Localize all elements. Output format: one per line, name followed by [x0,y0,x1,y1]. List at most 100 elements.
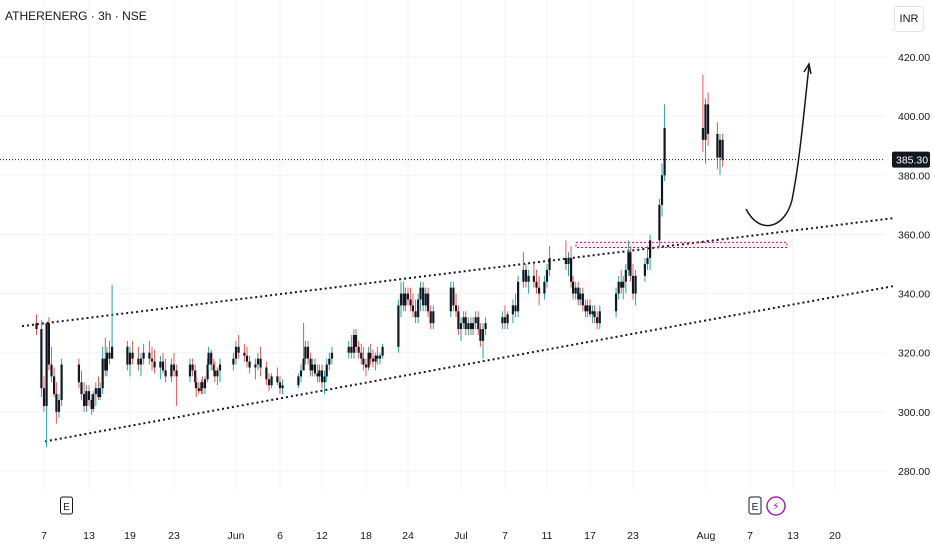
candle-body [170,364,173,377]
y-tick-label: 320.00 [898,348,930,360]
candle-body [429,311,432,324]
symbol-title: ATHERENERG · 3h · NSE [5,9,147,23]
candle-body [35,323,38,330]
x-tick-label: 24 [402,530,414,542]
candle-body [397,305,400,347]
projection-arrow[interactable] [745,65,810,227]
candle-body [399,293,403,306]
candle-body [85,391,88,406]
candle-body [55,394,58,412]
x-tick-label: 13 [787,530,799,542]
candle-body [254,364,257,368]
current-price-label: 385.30 [892,151,930,168]
candle-body [427,293,430,312]
candle-body [194,370,197,383]
lightning-label: ⚡ [772,501,780,513]
candle-body [545,269,549,282]
candle-body [47,323,50,365]
y-tick-label: 420.00 [898,52,930,64]
candle-body [278,382,282,389]
candle-body [707,104,710,134]
candle-body [474,317,477,324]
candle-body [574,287,577,294]
y-axis[interactable]: 280.00 300.00 320.00 340.00 360.00 380.00 400.… [898,52,930,478]
candle-body [276,376,279,383]
candle-body [484,323,487,330]
candle-body [159,361,162,368]
x-axis[interactable]: 7 13 19 23 Jun 6 12 18 24 Jul 7 11 17 23 Aug 7 13 20 [41,530,841,542]
y-tick-label: 400.00 [898,111,930,123]
candle-body [503,317,507,324]
candle-body [367,352,370,368]
candle-body [570,258,573,282]
candle-body [716,133,719,158]
candle-body [216,370,219,377]
candle-body [663,127,666,176]
candle-body [213,370,216,377]
current-price-text: 385.30 [896,155,928,167]
lower-trendline[interactable] [44,285,894,443]
earnings-icon[interactable]: E [60,496,73,515]
candle-body [87,391,91,401]
candle-body [304,346,307,359]
candle-body [206,364,209,380]
candle-body [267,379,271,386]
candle-body [620,281,623,288]
candle-body [50,364,53,377]
y-tick-label: 300.00 [898,407,930,419]
candle-body [452,287,455,306]
earnings-label: E [63,502,70,513]
candle-body [142,352,145,359]
candle-body [538,287,541,294]
candle-body [627,252,630,270]
candle-body [101,358,104,389]
candle-body [139,358,143,365]
candle-body [464,317,467,330]
candle-body [357,346,360,353]
candle-body [45,323,48,406]
candle-body [414,311,417,318]
candle-body [660,175,664,205]
candle-body [245,355,249,362]
candle-body [581,293,584,306]
candle-body [535,281,538,288]
candle-body [243,352,246,356]
candle-body [311,364,314,371]
candle-body [634,275,637,294]
candle-body [83,394,86,406]
candle-body [462,317,465,324]
candle-body [591,311,594,315]
candle-body [643,264,646,276]
candle-body [454,305,458,312]
arrow-head-icon [803,62,812,75]
candle-body [281,385,284,389]
candle-body [98,388,102,398]
event-markers[interactable]: E E ⚡ [60,496,786,516]
candles [35,74,724,448]
lightning-icon[interactable]: ⚡ [766,496,786,516]
candle-body [80,382,83,395]
breakout-zone[interactable] [575,241,788,248]
candle-body [352,334,356,353]
candle-body [164,370,167,377]
x-tick-label: 23 [168,530,180,542]
candle-body [299,370,303,377]
candle-body [108,352,111,359]
candle-body [137,358,140,365]
x-tick-label: 17 [584,530,596,542]
candle-body [419,287,422,300]
candle-body [172,364,176,371]
candle-body [360,352,363,359]
earnings-icon[interactable]: E [748,496,762,515]
currency-button[interactable]: INR [894,6,924,32]
y-tick-label: 280.00 [898,466,930,478]
candle-body [320,370,324,383]
candle-body [369,352,372,359]
candle-body [424,293,427,306]
candle-body [218,364,222,371]
candle-body [111,346,114,359]
candle-body [658,204,661,241]
candle-body [404,293,407,306]
upper-trendline[interactable] [21,217,894,328]
